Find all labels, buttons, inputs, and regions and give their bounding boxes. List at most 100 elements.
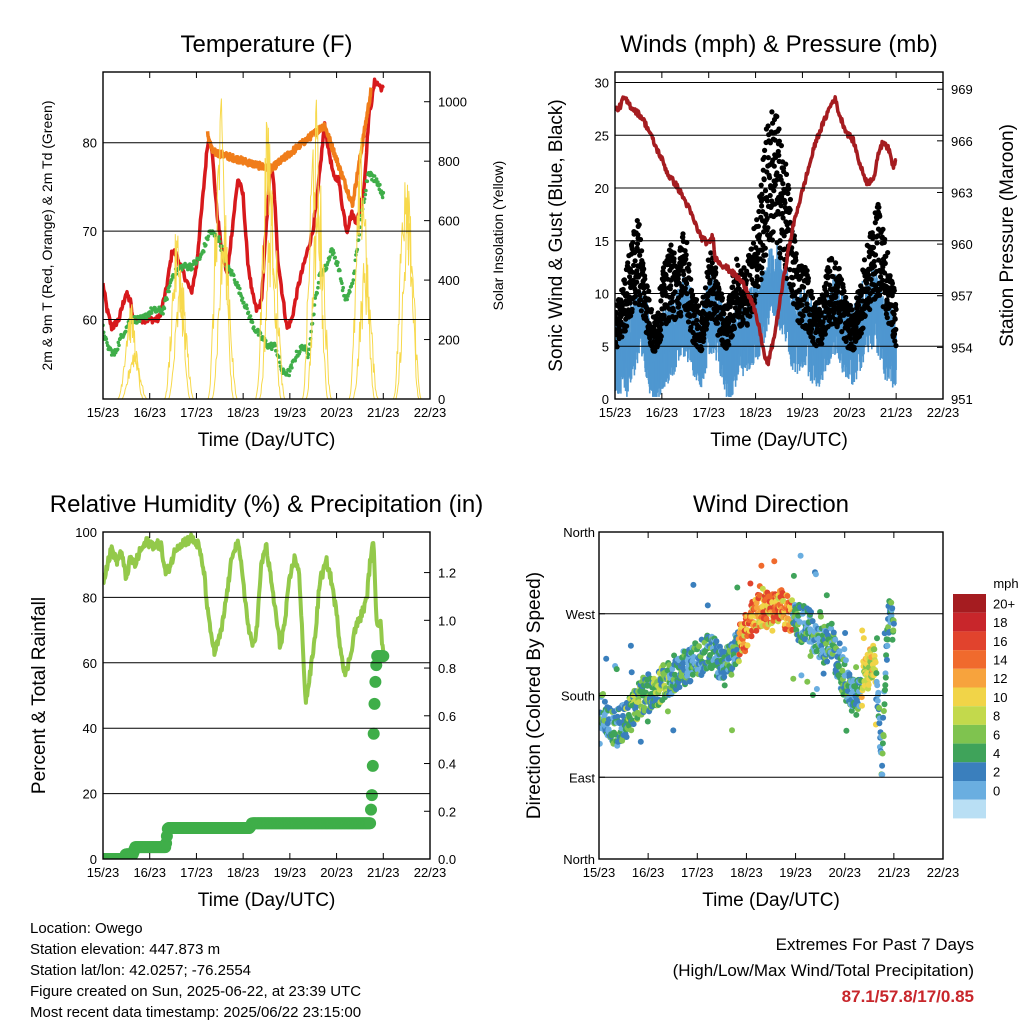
colorbar-swatch	[953, 594, 986, 613]
series-point	[778, 143, 785, 149]
direction-point	[793, 627, 800, 634]
series-point	[763, 211, 769, 217]
y2tick-label: 200	[438, 333, 460, 348]
series-point	[232, 273, 236, 278]
series-point	[702, 285, 709, 291]
direction-point	[890, 620, 897, 627]
series-point	[747, 313, 753, 319]
series-point	[867, 306, 873, 313]
series-point	[877, 213, 883, 219]
ytick-label: 0	[602, 392, 609, 407]
series-point	[861, 257, 868, 263]
series-point	[783, 161, 789, 167]
ytick-label: 100	[75, 525, 97, 540]
series-point	[835, 288, 841, 295]
series-point	[123, 329, 128, 334]
direction-point	[733, 646, 740, 653]
series-point	[167, 289, 171, 294]
colorbar-label: 0	[993, 783, 1000, 798]
direction-point	[843, 727, 850, 734]
xtick-label: 19/23	[786, 405, 819, 420]
xtick-label: 18/23	[730, 865, 763, 880]
series-point	[758, 198, 765, 204]
direction-point	[890, 627, 897, 634]
direction-point	[879, 750, 886, 757]
y2-axis-label: Solar Insolation (Yellow)	[490, 161, 506, 311]
x-axis-label: Time (Day/UTC)	[710, 430, 848, 451]
series-point	[885, 250, 891, 256]
series-point	[246, 310, 251, 315]
series-point	[661, 312, 667, 319]
series-point	[848, 335, 854, 342]
ytick-label: 40	[83, 721, 97, 736]
series-point	[157, 306, 162, 311]
ytick-label: North	[563, 525, 595, 540]
colorbar-label: 12	[993, 671, 1007, 686]
colorbar-swatch	[953, 706, 986, 725]
xtick-label: 19/23	[274, 865, 307, 880]
direction-point	[817, 613, 824, 620]
series-point	[756, 232, 763, 238]
latlon-label: Station lat/lon: 42.0257; -76.2554	[30, 962, 252, 979]
series-point	[868, 276, 874, 283]
series-point	[820, 319, 826, 325]
series-point	[675, 276, 681, 282]
ytick-label: 20	[595, 181, 609, 196]
series-point	[336, 260, 340, 265]
xtick-label: 16/23	[133, 865, 166, 880]
series-point	[356, 238, 361, 242]
series-point	[680, 231, 686, 237]
series-point	[333, 255, 338, 260]
series-point	[713, 265, 719, 271]
series-point	[688, 324, 694, 330]
series-point	[351, 278, 356, 282]
xtick-label: 21/23	[878, 865, 911, 880]
rain-point	[365, 803, 377, 816]
series-point	[767, 140, 774, 146]
xtick-label: 17/23	[180, 405, 213, 420]
xtick-label: 15/23	[87, 405, 120, 420]
series-point	[833, 294, 839, 300]
chart-title: Wind Direction	[693, 491, 849, 518]
ytick-label: 10	[595, 287, 609, 302]
series-point	[876, 204, 882, 210]
panel-rh: 0 20 40 60 80 100 0.0 0.2 0.4 0.6 0.8 1.0 1.2 15/23 16…	[29, 491, 483, 911]
series-point	[298, 349, 302, 354]
recent-label: Most recent data timestamp: 2025/06/22 2…	[30, 1004, 362, 1021]
y2-axis-label: Station Pressure (Maroon)	[997, 124, 1018, 347]
series-point	[748, 246, 755, 252]
series-point	[315, 291, 320, 295]
series-point	[714, 308, 720, 314]
direction-point	[841, 646, 848, 653]
series-point	[893, 343, 899, 349]
y2tick-label: 0.6	[438, 709, 456, 724]
series-point	[167, 284, 172, 288]
direction-point	[807, 653, 814, 659]
series-point	[787, 267, 793, 273]
y-axis-label: Sonic Wind & Gust (Blue, Black)	[546, 99, 567, 371]
direction-point	[599, 740, 603, 747]
xtick-label: 22/23	[927, 865, 960, 880]
ytick-label: 70	[83, 224, 97, 239]
plot-area-dir	[599, 552, 897, 778]
plot-area-temp	[103, 77, 422, 399]
series-point	[863, 280, 870, 286]
series-point	[799, 318, 805, 324]
extremes-subheading: (High/Low/Max Wind/Total Precipitation)	[672, 961, 974, 980]
ytick-label: 80	[83, 136, 97, 151]
xtick-label: 15/23	[599, 405, 632, 420]
series-point	[309, 329, 314, 334]
series-point	[758, 276, 764, 283]
panel-wind: 0 5 10 15 20 25 30 951 954 957 960 963 966 969 15/23 16…	[546, 31, 1018, 451]
series-point	[837, 318, 844, 324]
series-point	[365, 179, 370, 184]
direction-point	[716, 643, 723, 650]
series-point	[707, 277, 713, 283]
series-point	[721, 311, 727, 317]
series-point	[641, 290, 647, 296]
series-point	[380, 195, 385, 200]
direction-point	[676, 684, 683, 691]
series-point	[893, 301, 899, 308]
series-point	[790, 282, 796, 288]
